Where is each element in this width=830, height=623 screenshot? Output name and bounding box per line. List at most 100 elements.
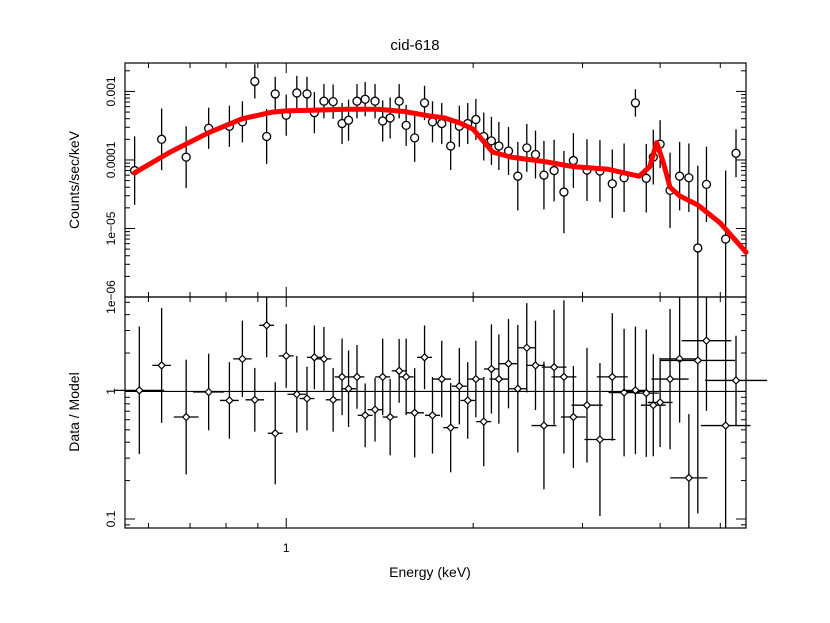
data-point [281,94,291,136]
data-marker [684,473,694,483]
data-point [446,121,456,170]
ratio-point [489,334,509,424]
data-point [503,127,514,176]
data-marker [401,372,411,382]
ratio-point [622,326,648,455]
data-marker [360,94,370,104]
data-marker [702,336,711,346]
data-marker [328,395,338,405]
data-marker [238,354,247,364]
data-marker [337,372,347,382]
data-marker [419,98,430,108]
data-point [378,100,388,142]
data-point [181,126,191,188]
top-y-axis-label: Counts/sec/keV [66,130,82,229]
ratio-point [432,340,452,418]
data-marker [486,136,497,146]
data-marker [156,134,167,144]
top-panel: 0.001 0.0001 1e−05 1e−06 Counts/sec/keV [66,62,749,314]
data-marker [262,131,272,142]
ratio-point [382,378,398,456]
data-point [370,84,380,119]
data-point [641,144,651,213]
data-marker [394,366,404,376]
data-point [530,130,541,179]
data-marker [559,187,569,197]
ratio-point [551,300,577,454]
data-marker [641,173,651,183]
y-tick-label: 1e−06 [104,280,118,314]
ratio-point [704,335,768,426]
ratio-point [325,367,341,432]
data-marker [225,396,234,405]
ratio-point [700,298,751,528]
data-point [494,121,504,170]
ratio-point [357,383,373,448]
data-point [486,116,497,165]
ratio-point [660,297,736,514]
data-marker [292,389,302,399]
data-marker [471,374,481,384]
data-marker [385,412,395,422]
data-marker [607,372,617,382]
data-marker [549,165,559,176]
data-marker [370,96,380,106]
data-marker [549,362,559,372]
data-marker [701,179,712,190]
ratio-point [341,350,357,428]
ratio-point [560,366,586,469]
data-marker [630,98,641,108]
data-marker [157,361,166,370]
data-marker [454,381,464,391]
data-marker [410,133,420,143]
ratio-point [647,357,673,448]
data-marker [328,96,338,107]
data-point [203,107,214,149]
ratio-point [259,297,275,358]
data-marker [446,423,456,433]
data-point [630,89,641,117]
data-marker [665,374,675,384]
data-marker [487,364,496,374]
data-point [302,76,312,112]
ratio-point [651,308,689,450]
data-marker [731,148,741,158]
data-point [343,99,354,141]
data-marker [360,410,370,420]
data-marker [302,394,312,403]
data-marker [731,376,741,385]
data-point [328,84,338,119]
ratio-point [193,353,225,431]
data-marker [352,372,362,382]
data-marker [281,351,291,361]
ratio-point [417,325,432,390]
ratio-point [375,338,391,416]
ratio-point [584,362,616,517]
data-marker [134,385,144,395]
data-point [607,149,617,218]
data-marker [674,171,685,181]
data-point [674,141,685,211]
data-marker [607,179,617,189]
data-marker [569,412,578,422]
data-marker [513,171,523,181]
data-point [471,98,481,141]
ratio-point [541,309,567,425]
x-tick-label: 1 [283,541,290,555]
data-point [262,109,272,164]
ratio-point [278,323,294,388]
data-marker [378,372,388,382]
data-marker [310,353,319,362]
data-marker [420,353,429,362]
ratio-point [334,338,350,416]
ratio-point [245,367,265,432]
data-point [250,64,260,99]
data-marker [250,395,260,405]
data-point [270,76,280,112]
data-marker [531,361,540,370]
y-tick-label: 1e−05 [104,211,118,245]
ratio-point [596,313,628,441]
data-marker [302,89,312,99]
ratio-point [114,326,165,455]
